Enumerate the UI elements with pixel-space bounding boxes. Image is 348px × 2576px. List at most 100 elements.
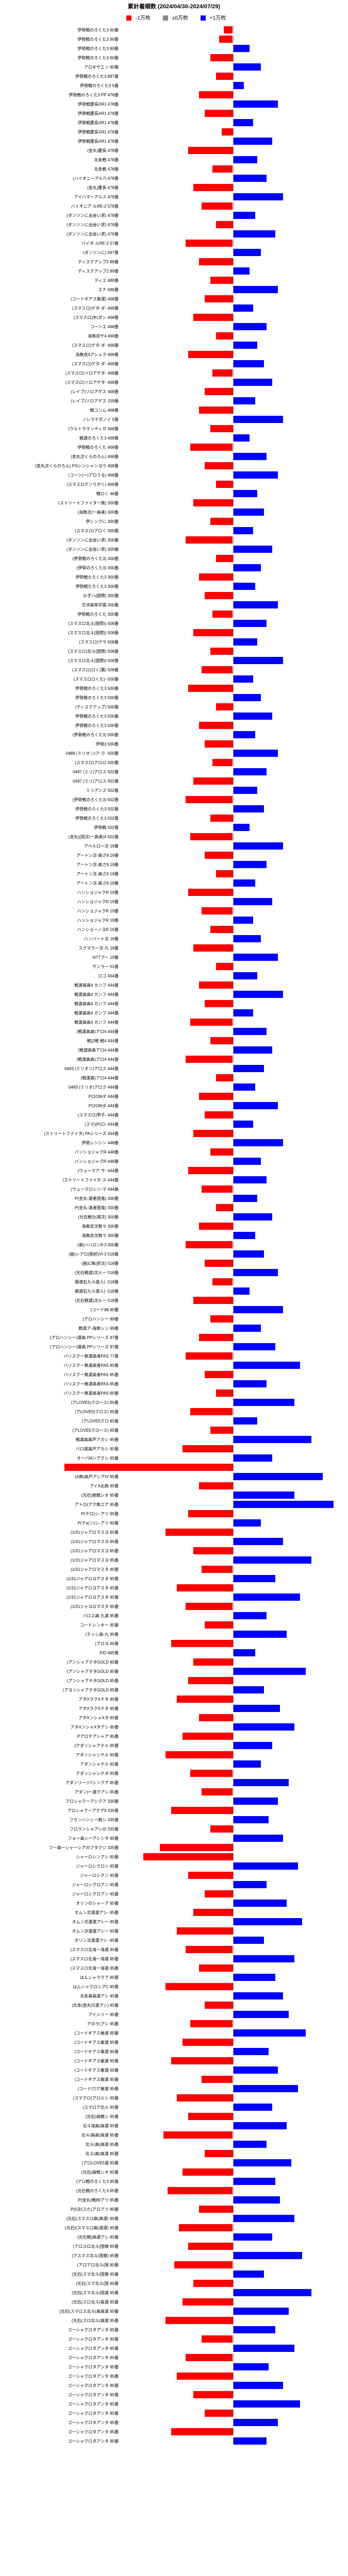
- row-label: (スマスロ)木(ダン 468番: [0, 315, 121, 320]
- row-label: 伊勢戦のろくた3 PP 478番: [0, 92, 121, 98]
- row-label: アダン)ー選クアシ 85番: [0, 1789, 121, 1795]
- row-bars: [121, 2066, 348, 2074]
- row-label: (1/31ジャアロマスヨ 85番: [0, 1530, 121, 1535]
- row-label: (スマスロ)アロロ 500番: [0, 760, 121, 766]
- row-bars: [121, 1492, 348, 1499]
- bar: [210, 1427, 233, 1434]
- row-bars: [121, 879, 348, 887]
- row-bars: [121, 1213, 348, 1221]
- bar: [233, 1631, 287, 1638]
- bar: [233, 2048, 269, 2055]
- row-label: (スマロア北ル 85番: [0, 2105, 121, 2110]
- row-label: ハンショジャクR 19番: [0, 899, 121, 905]
- data-row: (アロ戦のろくた3 85番: [0, 2177, 348, 2186]
- row-label: 北条戦 478番: [0, 166, 121, 172]
- row-label: (1/31ジャアロヨアスタ 85番: [0, 1585, 121, 1591]
- row-label: ゴーシャクロタアンタ 85番: [0, 2420, 121, 2426]
- row-bars: [121, 2335, 348, 2343]
- data-row: 戦選高高4 カンフ 444番: [0, 1008, 348, 1018]
- row-label: (スマスロ北斗(国際)) 508番: [0, 621, 121, 626]
- row-bars: [121, 2354, 348, 2361]
- row-bars: [121, 657, 348, 664]
- data-row: (コードギアス敢選 85番: [0, 2047, 348, 2056]
- data-row: (アロハンシー)選高 PPシリーズ 87番: [0, 1333, 348, 1342]
- bar: [193, 2391, 233, 2398]
- bar: [160, 1844, 233, 1851]
- data-row: アートン次-高さ9 19番: [0, 869, 348, 878]
- row-label: 戦コンム 468番: [0, 408, 121, 413]
- bar: [233, 397, 256, 404]
- row-bars: [121, 1992, 348, 1999]
- row-bars: [121, 1093, 348, 1100]
- row-bars: [121, 1658, 348, 1666]
- row-label: (スマスロ)北斗(国際) 508番: [0, 649, 121, 654]
- bar: [233, 175, 267, 182]
- row-label: (光石戦)高選アシ 85番: [0, 2234, 121, 2240]
- bar: [205, 2410, 233, 2417]
- row-label: アートン次-高さ9 19番: [0, 880, 121, 886]
- bar: [233, 2289, 311, 2296]
- bar: [233, 1473, 323, 1480]
- data-row: アートン次-高さ9 19番: [0, 860, 348, 869]
- bar: [233, 1900, 287, 1907]
- row-label: 戦)2戦 戦4 444番: [0, 1038, 121, 1044]
- data-row: (光石(スマ北斗(国 85番: [0, 2279, 348, 2288]
- data-row: (1/31ジャヨロマスタ 85番: [0, 1602, 348, 1611]
- row-bars: [121, 295, 348, 302]
- row-label: ジャーロシクロアン 85番: [0, 1891, 121, 1897]
- data-row: ハンショジャクR 19番: [0, 888, 348, 897]
- data-row: (コードギアス敢選 85番: [0, 2056, 348, 2065]
- bar: [188, 1872, 233, 1879]
- row-bars: [121, 342, 348, 349]
- row-label: (1/31ジャヨロマスタ 85番: [0, 1604, 121, 1609]
- row-bars: [121, 1677, 348, 1684]
- row-bars: [121, 1139, 348, 1146]
- bar: [233, 1102, 278, 1109]
- row-label: 伊勢戦慶長XR1 478番: [0, 120, 121, 126]
- row-label: 伊勢戦のろくた3 500番: [0, 686, 121, 691]
- row-label: アイシリー 85番: [0, 2012, 121, 2018]
- bar: [177, 2094, 233, 2102]
- row-bars: [121, 685, 348, 692]
- row-label: (戦選高高)アロ4 444番: [0, 1057, 121, 1062]
- bar: [210, 648, 233, 655]
- row-bars: [121, 713, 348, 720]
- data-row: (光石戦3)(選次) 300番: [0, 1212, 348, 1222]
- row-bars: [121, 1751, 348, 1758]
- data-row: アートン次-高さ9 19番: [0, 878, 348, 888]
- row-bars: [121, 2363, 348, 2370]
- row-label: フロランシャアシの 335番: [0, 1826, 121, 1832]
- row-bars: [121, 73, 348, 80]
- row-label: (スマスロ北海一海選 85番: [0, 1947, 121, 1953]
- data-row: 伊勢戦のろくた3 502番: [0, 804, 348, 814]
- row-label: ディエ 688番: [0, 278, 121, 283]
- bar: [233, 453, 267, 460]
- data-row: アダンシャシテダ 85番: [0, 1769, 348, 1778]
- row-label: 海無双次無マ 300番: [0, 1224, 121, 1229]
- data-row: ジャーロシクロン 85番: [0, 1861, 348, 1871]
- row-label: (金丸)慶長 478番: [0, 148, 121, 154]
- data-row: (金丸)(国次(一高者)4 502番: [0, 832, 348, 841]
- row-label: アートン次-高さ9 19番: [0, 853, 121, 858]
- data-row: 開選石九斗選人(- 518番: [0, 1286, 348, 1296]
- row-bars: [121, 1519, 348, 1527]
- row-label: (コードギアス敢選 85番: [0, 2040, 121, 2045]
- row-label: NTTアー 19番: [0, 955, 121, 960]
- data-row: アダンシャシテル 85番: [0, 1750, 348, 1759]
- data-row: NTTアー 19番: [0, 953, 348, 962]
- bar: [205, 1890, 233, 1897]
- data-row: (光石(スマ北斗(国察 85番: [0, 2269, 348, 2279]
- data-row: アタXラクXテタ 85番: [0, 1704, 348, 1713]
- row-bars: [121, 842, 348, 850]
- row-label: ゴーシャクロタアンタ 85番: [0, 2429, 121, 2435]
- row-bars: [121, 861, 348, 868]
- row-bars: [121, 1760, 348, 1768]
- data-row: (コードギアス敢選 85番: [0, 2028, 348, 2038]
- data-row: 伊勢戦のろくた3 PP 478番: [0, 90, 348, 99]
- bar: [216, 1074, 233, 1081]
- row-bars: [121, 620, 348, 627]
- row-bars: [121, 147, 348, 154]
- row-label: アトロ(アク無エア 85番: [0, 1502, 121, 1507]
- row-label: (北条(金丸行選アシ) 85番: [0, 2003, 121, 2008]
- row-label: 伊勢戦たろくた3 300番: [0, 574, 121, 580]
